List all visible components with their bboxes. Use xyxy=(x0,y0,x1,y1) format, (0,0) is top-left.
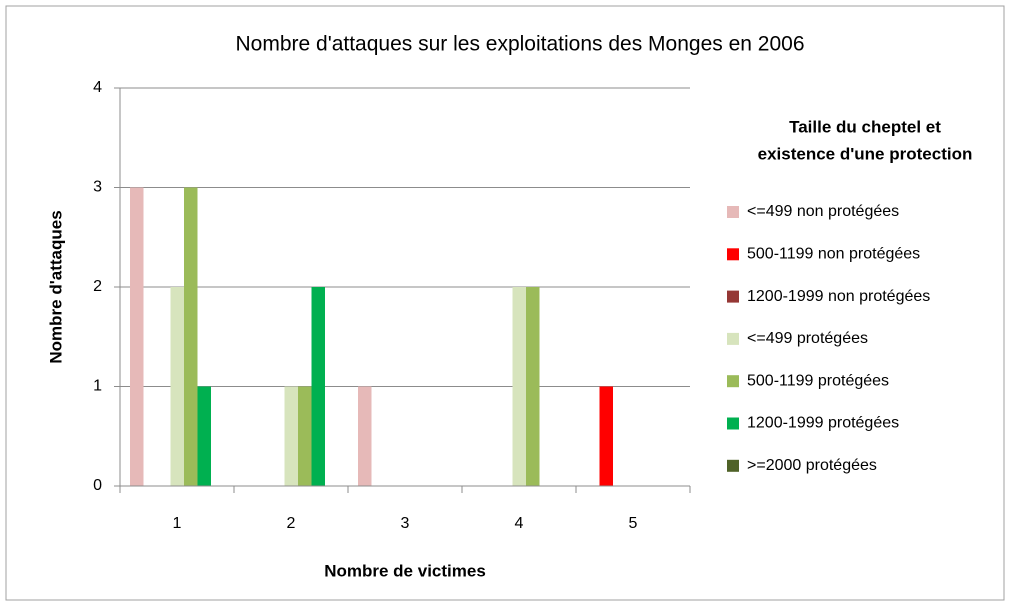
legend-title: Taille du cheptel et xyxy=(789,117,941,136)
legend-label: 500-1199 non protégées xyxy=(747,246,920,263)
legend-swatch xyxy=(727,248,739,261)
bar xyxy=(197,386,211,486)
bar xyxy=(311,287,325,486)
bar xyxy=(170,287,184,486)
legend-label: <=499 non protégées xyxy=(747,203,899,220)
legend-swatch xyxy=(727,332,739,345)
y-axis-title: Nombre d'attaques xyxy=(46,210,65,363)
legend-swatch xyxy=(727,206,739,218)
legend-label: >=2000 protégées xyxy=(747,457,877,474)
bar xyxy=(512,287,526,486)
legend-swatch xyxy=(727,459,739,472)
bar xyxy=(298,386,312,486)
legend-swatch xyxy=(727,375,739,388)
x-tick-label: 5 xyxy=(629,515,638,532)
legend-label: <=499 protégées xyxy=(747,330,868,347)
chart-title: Nombre d'attaques sur les exploitations … xyxy=(235,33,804,56)
bar xyxy=(184,187,198,486)
y-tick-label: 4 xyxy=(93,79,102,96)
legend-swatch xyxy=(727,290,739,303)
bar xyxy=(130,187,144,486)
x-axis-title: Nombre de victimes xyxy=(324,561,486,580)
legend-label: 1200-1999 non protégées xyxy=(747,288,930,305)
x-tick-label: 3 xyxy=(401,515,410,532)
bar xyxy=(526,287,540,486)
x-tick-label: 1 xyxy=(173,515,182,532)
x-tick-label: 2 xyxy=(287,515,296,532)
y-tick-label: 0 xyxy=(93,477,102,494)
bar xyxy=(599,386,613,486)
legend-swatch xyxy=(727,417,739,430)
legend-label: 1200-1999 protégées xyxy=(747,415,899,432)
bar xyxy=(358,386,372,486)
y-tick-label: 3 xyxy=(93,179,102,196)
y-tick-label: 2 xyxy=(93,278,102,295)
legend-label: 500-1199 protégées xyxy=(747,372,889,389)
y-tick-label: 1 xyxy=(93,378,102,395)
x-tick-label: 4 xyxy=(515,515,524,532)
bar xyxy=(284,386,298,486)
legend-title: existence d'une protection xyxy=(758,144,973,163)
